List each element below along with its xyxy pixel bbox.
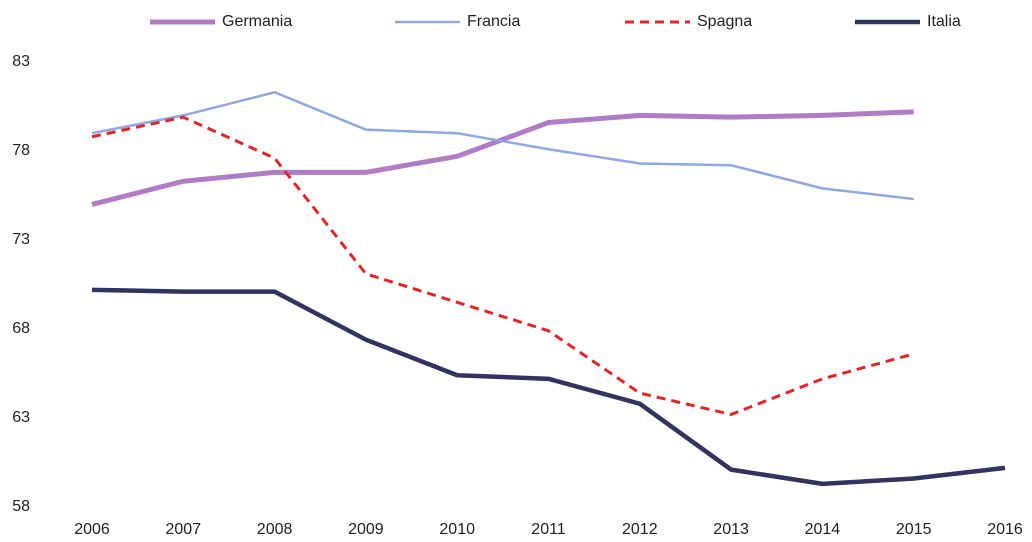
y-tick-label: 78 [12, 142, 30, 159]
x-tick-label: 2008 [257, 521, 293, 538]
y-tick-label: 68 [12, 320, 30, 337]
line-series [91, 109, 914, 207]
legend-label: Italia [927, 13, 961, 30]
legend-label: Spagna [697, 13, 752, 30]
x-tick-label: 2016 [987, 521, 1023, 538]
x-tick-label: 2013 [713, 521, 749, 538]
x-tick-label: 2012 [622, 521, 658, 538]
line-series [91, 115, 915, 416]
legend-label: Germania [222, 13, 292, 30]
legend-label: Francia [467, 13, 520, 30]
x-tick-label: 2015 [896, 521, 932, 538]
x-tick-label: 2007 [166, 521, 202, 538]
y-tick-label: 63 [12, 409, 30, 426]
y-tick-label: 58 [12, 498, 30, 515]
line-series [91, 287, 1006, 487]
x-tick-label: 2006 [74, 521, 110, 538]
y-tick-label: 73 [12, 231, 30, 248]
x-tick-label: 2010 [439, 521, 475, 538]
line-series [91, 91, 914, 201]
y-tick-label: 83 [12, 53, 30, 70]
x-tick-label: 2014 [805, 521, 841, 538]
x-tick-label: 2009 [348, 521, 384, 538]
x-tick-label: 2011 [531, 521, 566, 538]
